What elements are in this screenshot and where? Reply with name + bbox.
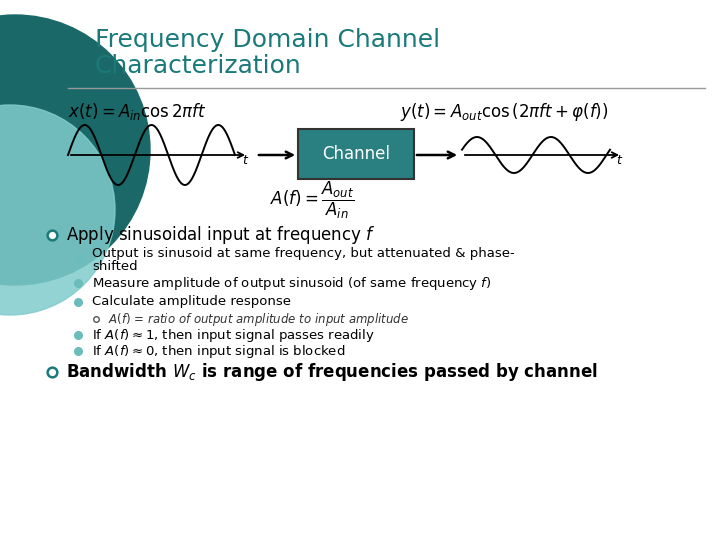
Text: $A(f)$ = ratio of output amplitude to input amplitude: $A(f)$ = ratio of output amplitude to in…	[108, 310, 409, 327]
Text: If $A(f) \approx 1$, then input signal passes readily: If $A(f) \approx 1$, then input signal p…	[92, 327, 374, 343]
Text: Apply sinusoidal input at frequency $f$: Apply sinusoidal input at frequency $f$	[66, 224, 376, 246]
Text: Bandwidth $W_c$ is range of frequencies passed by channel: Bandwidth $W_c$ is range of frequencies …	[66, 361, 598, 383]
Text: Characterization: Characterization	[95, 54, 302, 78]
Circle shape	[0, 15, 150, 285]
Text: $t$: $t$	[616, 154, 624, 167]
Text: $x(t)= A_{in}\mathrm{cos}\,2\pi ft$: $x(t)= A_{in}\mathrm{cos}\,2\pi ft$	[68, 102, 207, 123]
Text: If $A(f) \approx 0$, then input signal is blocked: If $A(f) \approx 0$, then input signal i…	[92, 342, 346, 360]
Text: Output is sinusoid at same frequency, but attenuated & phase-: Output is sinusoid at same frequency, bu…	[92, 246, 515, 260]
Text: Channel: Channel	[322, 145, 390, 163]
Text: shifted: shifted	[92, 260, 138, 273]
Text: $A(f) = \dfrac{A_{out}}{A_{in}}$: $A(f) = \dfrac{A_{out}}{A_{in}}$	[270, 179, 354, 221]
Text: Calculate amplitude response: Calculate amplitude response	[92, 295, 291, 308]
Text: $t$: $t$	[242, 154, 249, 167]
Text: $y(t)=A_{out}\mathrm{cos}\,(2\pi ft + \varphi(f))$: $y(t)=A_{out}\mathrm{cos}\,(2\pi ft + \v…	[400, 101, 608, 123]
Text: Frequency Domain Channel: Frequency Domain Channel	[95, 28, 440, 52]
Text: Measure amplitude of output sinusoid (of same frequency $f$): Measure amplitude of output sinusoid (of…	[92, 274, 492, 292]
FancyBboxPatch shape	[298, 129, 414, 179]
Circle shape	[0, 105, 115, 315]
